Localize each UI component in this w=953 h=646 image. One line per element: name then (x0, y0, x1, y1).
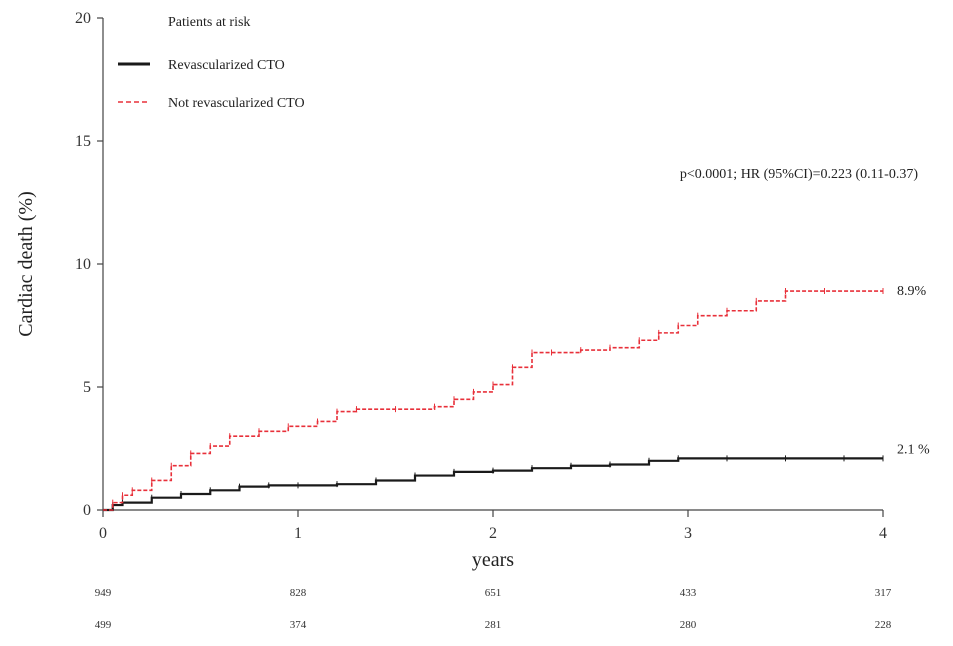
y-axis-title: Cardiac death (%) (15, 191, 37, 336)
x-tick-label: 0 (99, 525, 107, 542)
risk-value-not-revascularized: 228 (875, 619, 892, 631)
risk-value-not-revascularized: 374 (290, 619, 307, 631)
series-line-revascularized (103, 457, 883, 512)
stat-annotation: p<0.0001; HR (95%CI)=0.223 (0.11-0.37) (680, 167, 918, 182)
end-label-revascularized: 2.1 % (897, 442, 930, 457)
y-ticks-group: 0 5 10 15 20 (75, 10, 103, 519)
risk-value-not-revascularized: 499 (95, 619, 112, 631)
y-tick-label: 15 (75, 133, 91, 150)
risk-value-revascularized: 949 (95, 587, 112, 599)
series-line-not-revascularized (103, 290, 883, 511)
y-tick-label: 20 (75, 10, 91, 27)
risk-value-revascularized: 433 (680, 587, 697, 599)
legend-label-not-revascularized: Not revascularized CTO (168, 96, 305, 111)
end-label-not-revascularized: 8.9% (897, 284, 927, 299)
risk-value-revascularized: 828 (290, 587, 307, 599)
series-layer (103, 288, 884, 512)
risk-value-not-revascularized: 281 (485, 619, 502, 631)
risk-value-revascularized: 651 (485, 587, 502, 599)
x-axis-title: years (472, 549, 514, 571)
legend-title: Patients at risk (168, 15, 250, 30)
y-tick-label: 10 (75, 256, 91, 273)
x-tick-label: 1 (294, 525, 302, 542)
legend-label-revascularized: Revascularized CTO (168, 58, 285, 73)
x-tick-label: 3 (684, 525, 692, 542)
risk-table: 949 828 651 433 317 499 374 281 280 228 (95, 587, 892, 631)
x-ticks-group: 0 1 2 3 4 (99, 510, 887, 542)
y-tick-label: 5 (83, 379, 91, 396)
x-tick-label: 2 (489, 525, 497, 542)
risk-value-revascularized: 317 (875, 587, 892, 599)
x-tick-label: 4 (879, 525, 887, 542)
y-tick-label: 0 (83, 502, 91, 519)
risk-value-not-revascularized: 280 (680, 619, 697, 631)
